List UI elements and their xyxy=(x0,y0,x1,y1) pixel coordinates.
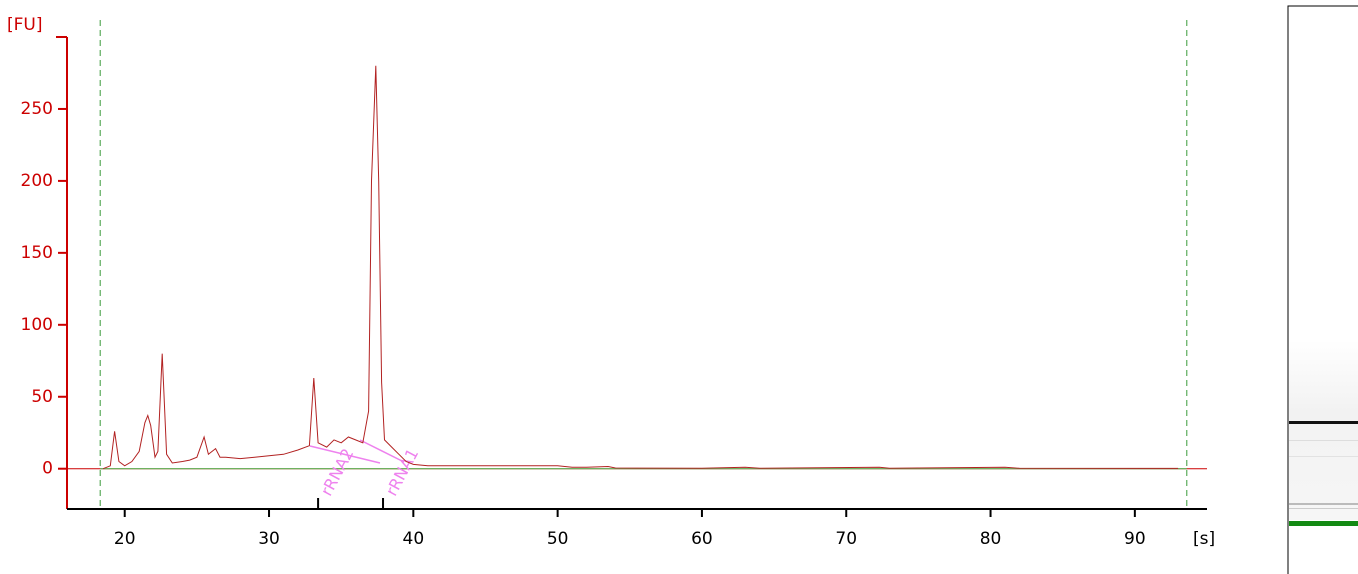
gel-lane xyxy=(1287,5,1358,574)
y-tick-label: 100 xyxy=(21,315,53,335)
x-axis-label: [s] xyxy=(1193,529,1215,549)
rrna-fit xyxy=(309,439,405,464)
y-axis-label: [FU] xyxy=(7,15,43,35)
y-tick-label: 200 xyxy=(21,171,53,191)
x-tick-label: 80 xyxy=(980,529,1002,549)
x-tick-label: 20 xyxy=(114,529,136,549)
x-tick-label: 40 xyxy=(403,529,425,549)
y-tick-label: 150 xyxy=(21,243,53,263)
x-tick-label: 30 xyxy=(258,529,280,549)
y-tick-label: 250 xyxy=(21,99,53,119)
x-tick-label: 90 xyxy=(1124,529,1146,549)
x-tick-label: 60 xyxy=(691,529,713,549)
trace xyxy=(102,65,1179,470)
x-tick-label: 50 xyxy=(547,529,569,549)
y-tick-label: 50 xyxy=(31,387,53,407)
x-tick-label: 70 xyxy=(835,529,857,549)
y-tick-label: 0 xyxy=(42,459,53,479)
